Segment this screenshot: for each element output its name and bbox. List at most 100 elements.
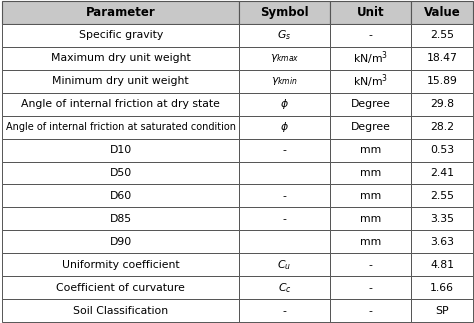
Bar xyxy=(2,254,239,276)
Bar xyxy=(411,139,473,162)
Bar xyxy=(2,207,239,230)
Bar xyxy=(239,1,330,24)
Bar xyxy=(2,162,239,184)
Bar xyxy=(330,24,411,47)
Bar xyxy=(411,184,473,207)
Bar xyxy=(411,47,473,69)
Bar xyxy=(239,69,330,93)
Text: $\phi$: $\phi$ xyxy=(280,97,289,111)
Bar xyxy=(411,1,473,24)
Text: D50: D50 xyxy=(109,168,132,178)
Text: -: - xyxy=(283,145,286,155)
Text: D10: D10 xyxy=(109,145,132,155)
Text: -: - xyxy=(283,191,286,201)
Bar xyxy=(330,116,411,139)
Bar xyxy=(411,69,473,93)
Text: $\gamma_{kmin}$: $\gamma_{kmin}$ xyxy=(271,75,298,87)
Text: -: - xyxy=(283,214,286,224)
Bar xyxy=(330,254,411,276)
Bar xyxy=(330,47,411,69)
Text: 18.47: 18.47 xyxy=(427,53,458,63)
Bar xyxy=(330,276,411,299)
Bar xyxy=(330,69,411,93)
Text: 29.8: 29.8 xyxy=(430,99,454,109)
Bar xyxy=(411,116,473,139)
Bar xyxy=(330,299,411,322)
Bar xyxy=(411,276,473,299)
Text: Coefficient of curvature: Coefficient of curvature xyxy=(56,283,185,293)
Text: -: - xyxy=(369,306,373,316)
Text: $\gamma_{kmax}$: $\gamma_{kmax}$ xyxy=(270,52,299,64)
Bar xyxy=(2,47,239,69)
Text: D90: D90 xyxy=(109,237,132,247)
Text: -: - xyxy=(369,30,373,40)
Text: 1.66: 1.66 xyxy=(430,283,454,293)
Text: Specific gravity: Specific gravity xyxy=(79,30,163,40)
Text: D85: D85 xyxy=(109,214,132,224)
Text: 2.55: 2.55 xyxy=(430,30,454,40)
Bar xyxy=(330,162,411,184)
Bar xyxy=(330,207,411,230)
Text: -: - xyxy=(369,283,373,293)
Text: 15.89: 15.89 xyxy=(427,76,458,86)
Bar xyxy=(239,207,330,230)
Text: 2.55: 2.55 xyxy=(430,191,454,201)
Text: mm: mm xyxy=(360,214,382,224)
Text: Symbol: Symbol xyxy=(260,5,309,19)
Text: mm: mm xyxy=(360,168,382,178)
Text: SP: SP xyxy=(436,306,449,316)
Bar xyxy=(330,93,411,116)
Bar xyxy=(2,69,239,93)
Bar xyxy=(2,184,239,207)
Bar xyxy=(330,1,411,24)
Text: Uniformity coefficient: Uniformity coefficient xyxy=(62,260,180,270)
Bar xyxy=(411,230,473,254)
Bar xyxy=(330,230,411,254)
Bar xyxy=(411,24,473,47)
Text: 0.53: 0.53 xyxy=(430,145,454,155)
Text: Unit: Unit xyxy=(357,5,384,19)
Bar xyxy=(239,299,330,322)
Bar xyxy=(239,24,330,47)
Text: mm: mm xyxy=(360,145,382,155)
Bar xyxy=(2,93,239,116)
Bar xyxy=(239,184,330,207)
Text: 4.81: 4.81 xyxy=(430,260,454,270)
Bar xyxy=(239,254,330,276)
Text: kN/m$^3$: kN/m$^3$ xyxy=(353,72,388,90)
Bar xyxy=(239,162,330,184)
Bar xyxy=(2,24,239,47)
Text: $\phi$: $\phi$ xyxy=(280,120,289,134)
Bar xyxy=(239,230,330,254)
Text: 2.41: 2.41 xyxy=(430,168,454,178)
Text: kN/m$^3$: kN/m$^3$ xyxy=(353,49,388,67)
Text: Angle of internal friction at saturated condition: Angle of internal friction at saturated … xyxy=(6,122,236,132)
Bar xyxy=(239,276,330,299)
Text: Soil Classification: Soil Classification xyxy=(73,306,168,316)
Bar xyxy=(239,47,330,69)
Text: mm: mm xyxy=(360,237,382,247)
Text: 3.35: 3.35 xyxy=(430,214,454,224)
Text: Parameter: Parameter xyxy=(86,5,155,19)
Text: $C_c$: $C_c$ xyxy=(278,281,292,295)
Bar xyxy=(411,299,473,322)
Text: Degree: Degree xyxy=(351,99,391,109)
Bar xyxy=(330,184,411,207)
Text: Minimum dry unit weight: Minimum dry unit weight xyxy=(52,76,189,86)
Text: 3.63: 3.63 xyxy=(430,237,454,247)
Bar xyxy=(239,116,330,139)
Text: Degree: Degree xyxy=(351,122,391,132)
Text: -: - xyxy=(369,260,373,270)
Bar xyxy=(2,276,239,299)
Bar xyxy=(330,139,411,162)
Bar xyxy=(2,139,239,162)
Text: 28.2: 28.2 xyxy=(430,122,454,132)
Text: -: - xyxy=(283,306,286,316)
Bar xyxy=(2,299,239,322)
Text: Angle of internal friction at dry state: Angle of internal friction at dry state xyxy=(21,99,220,109)
Text: $C_u$: $C_u$ xyxy=(277,258,292,272)
Bar xyxy=(411,254,473,276)
Bar xyxy=(411,207,473,230)
Text: Maximum dry unit weight: Maximum dry unit weight xyxy=(51,53,191,63)
Bar xyxy=(2,1,239,24)
